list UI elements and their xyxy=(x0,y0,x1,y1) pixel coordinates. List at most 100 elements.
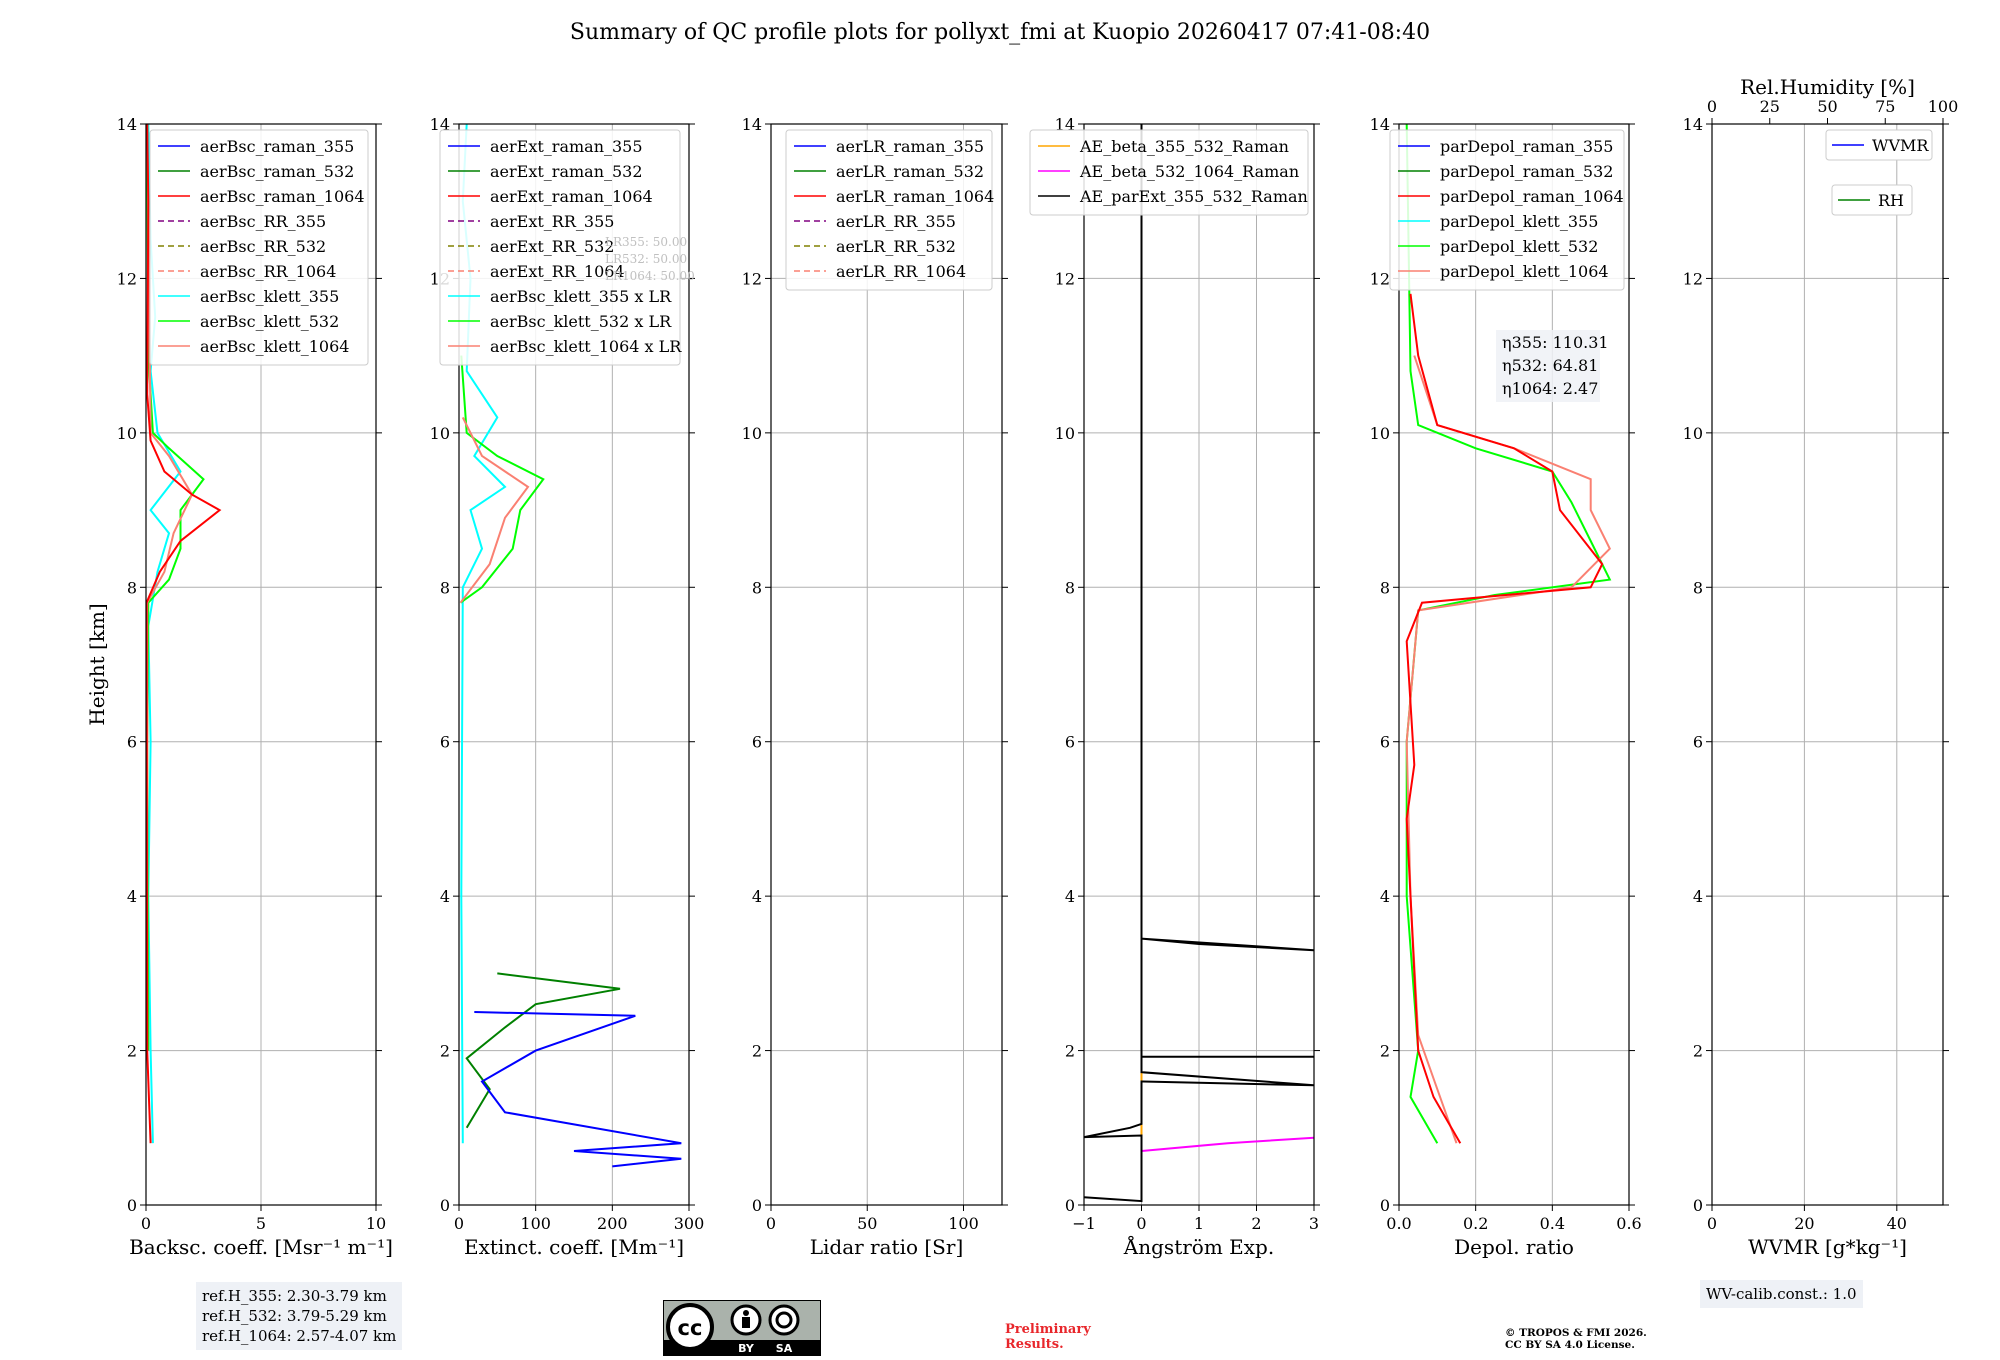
legend-label: aerBsc_klett_532 x LR xyxy=(490,312,672,331)
legend-label: parDepol_raman_1064 xyxy=(1440,187,1624,206)
panel-bsc: 0 2 4 6 8 10 12 14 0 5 10 Backsc. coeff. [Msr⁻¹ m⁻¹… xyxy=(117,115,393,1259)
legend-label: parDepol_raman_355 xyxy=(1440,137,1613,156)
y-tick-label: 2 xyxy=(1693,1042,1703,1061)
series-parDepol_raman_1064 xyxy=(1405,293,1604,1144)
y-tick-label: 0 xyxy=(127,1196,137,1215)
legend-label: RH xyxy=(1878,191,1904,210)
ref-height-532: ref.H_532: 3.79-5.29 km xyxy=(202,1307,387,1325)
y-tick-label: 10 xyxy=(430,424,450,443)
y-tick-label: 12 xyxy=(1055,269,1075,288)
legend-label: AE_parExt_355_532_Raman xyxy=(1079,187,1308,206)
legend-label: aerBsc_raman_532 xyxy=(200,162,354,181)
figure-title: Summary of QC profile plots for pollyxt_… xyxy=(569,20,1431,45)
legend-label: parDepol_raman_532 xyxy=(1440,162,1613,181)
y-tick-label: 10 xyxy=(1683,424,1703,443)
y-tick-label: 2 xyxy=(1380,1042,1390,1061)
legend-label: aerLR_raman_1064 xyxy=(836,187,994,206)
preliminary-results-note: Preliminary Results. xyxy=(1005,1322,1091,1352)
y-tick-label: 6 xyxy=(1693,733,1703,752)
eta-annotation: η355: 110.31 xyxy=(1502,333,1609,352)
legend-label: parDepol_klett_355 xyxy=(1440,212,1598,231)
badge-by-label: BY xyxy=(738,1342,755,1355)
y-tick-label: 6 xyxy=(127,733,137,752)
y-tick-label: 12 xyxy=(1370,269,1390,288)
x-tick-label: 50 xyxy=(857,1214,877,1233)
panel-ext: 024681012140100200300Extinct. coeff. [Mm… xyxy=(430,115,705,1259)
y-tick-label: 4 xyxy=(1380,887,1390,906)
x-tick-label: 0 xyxy=(141,1214,151,1233)
y-tick-label: 2 xyxy=(127,1042,137,1061)
legend-label: aerExt_RR_1064 xyxy=(490,262,625,281)
legend-box xyxy=(1029,129,1309,216)
y-tick-label: 4 xyxy=(1065,887,1075,906)
series-AE_beta_532_1064_Raman xyxy=(1141,1136,1314,1152)
copyright-line-1: © TROPOS & FMI 2026. xyxy=(1505,1327,1647,1339)
ref-height-355: ref.H_355: 2.30-3.79 km xyxy=(202,1287,387,1305)
legend-label: aerBsc_raman_355 xyxy=(200,137,354,156)
legend-label: aerBsc_klett_355 xyxy=(200,287,339,306)
svg-text:cc: cc xyxy=(678,1316,703,1340)
legend-label: aerLR_RR_1064 xyxy=(836,262,966,281)
series-parDepol_klett_532 xyxy=(1405,124,1612,1144)
y-tick-label: 6 xyxy=(1380,733,1390,752)
x-axis-label: Extinct. coeff. [Mm⁻¹] xyxy=(464,1235,684,1259)
legend-label: aerBsc_klett_532 xyxy=(200,312,339,331)
y-tick-label: 10 xyxy=(1055,424,1075,443)
legend-label: aerBsc_RR_532 xyxy=(200,237,326,256)
legend-label: aerBsc_klett_1064 x LR xyxy=(490,337,682,356)
y-tick-label: 4 xyxy=(440,887,450,906)
y-tick-label: 14 xyxy=(117,115,137,134)
x-tick-label: 0 xyxy=(1136,1214,1146,1233)
legend-label: aerExt_RR_532 xyxy=(490,237,614,256)
preliminary-line-1: Preliminary xyxy=(1005,1322,1091,1337)
y-tick-label: 6 xyxy=(752,733,762,752)
x-tick-label: 0.0 xyxy=(1386,1214,1411,1233)
x-tick-label: 0 xyxy=(454,1214,464,1233)
y-tick-label: 2 xyxy=(1065,1042,1075,1061)
y-axis-label: Height [km] xyxy=(85,603,109,725)
legend-box xyxy=(1825,129,1933,161)
y-tick-label: 12 xyxy=(117,269,137,288)
eta-box xyxy=(1496,330,1600,402)
top-tick-label: 75 xyxy=(1875,97,1895,116)
y-tick-label: 4 xyxy=(1693,887,1703,906)
eta-annotation: η532: 64.81 xyxy=(1502,356,1598,375)
legend-label: aerLR_RR_532 xyxy=(836,237,956,256)
y-tick-label: 14 xyxy=(1370,115,1390,134)
x-tick-label: 0.6 xyxy=(1616,1214,1641,1233)
preliminary-line-2: Results. xyxy=(1005,1337,1064,1352)
x-tick-label: 100 xyxy=(948,1214,979,1233)
x-axis-label: Ångström Exp. xyxy=(1123,1234,1274,1259)
y-tick-label: 8 xyxy=(752,578,762,597)
legend-label: parDepol_klett_1064 xyxy=(1440,262,1609,281)
series-aerExt_raman_355 xyxy=(474,1011,682,1168)
legend-label: aerExt_raman_532 xyxy=(490,162,643,181)
x-axis-label: Backsc. coeff. [Msr⁻¹ m⁻¹] xyxy=(129,1235,393,1259)
share-alike-icon xyxy=(768,1304,800,1336)
series-aerExt_raman_532 xyxy=(465,972,621,1129)
legend-box xyxy=(149,129,369,366)
axes-frame xyxy=(1398,123,1630,1206)
lr-annotation: LR532: 50.00 xyxy=(605,252,687,266)
y-tick-label: 0 xyxy=(752,1196,762,1215)
y-tick-label: 2 xyxy=(752,1042,762,1061)
axes-frame xyxy=(1083,123,1315,1206)
axes-frame xyxy=(770,123,1003,1206)
x-tick-label: 1 xyxy=(1194,1214,1204,1233)
top-tick-label: 0 xyxy=(1707,97,1717,116)
y-tick-label: 6 xyxy=(1065,733,1075,752)
x-tick-label: 40 xyxy=(1887,1214,1907,1233)
series-aerBsc_raman_1064 xyxy=(146,124,222,1144)
reference-heights-box: ref.H_355: 2.30-3.79 km ref.H_532: 3.79-… xyxy=(196,1282,403,1350)
axes-frame xyxy=(458,123,690,1206)
legend-box xyxy=(1389,129,1625,291)
y-tick-label: 8 xyxy=(440,578,450,597)
y-tick-label: 0 xyxy=(1380,1196,1390,1215)
legend-box xyxy=(1831,184,1913,216)
axes-frame xyxy=(1711,123,1944,1206)
y-tick-label: 0 xyxy=(440,1196,450,1215)
y-tick-label: 8 xyxy=(1065,578,1075,597)
panel-depol: 0 2 4 6 8 10 12 14 0.0 0.2 0.4 0.6 Depol. ratio parDe… xyxy=(1370,115,1642,1259)
